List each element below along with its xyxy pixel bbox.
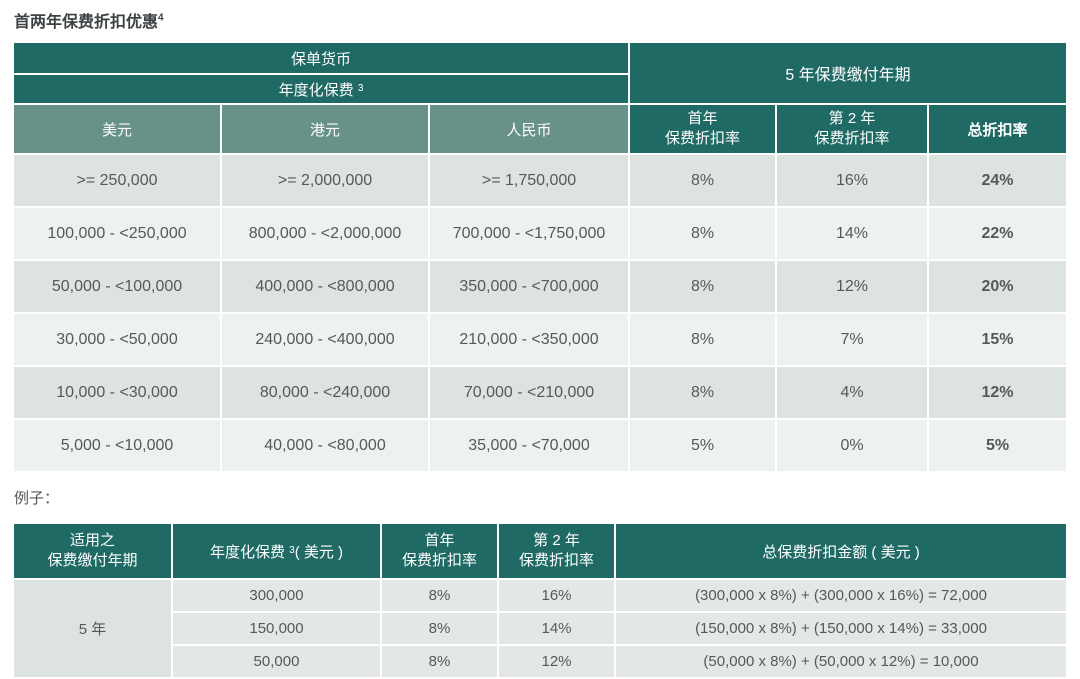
usd-range-cell: >= 250,000 bbox=[14, 155, 220, 206]
hkd-range-cell: 400,000 - <800,000 bbox=[222, 261, 428, 312]
usd-range-cell: 100,000 - <250,000 bbox=[14, 208, 220, 259]
rmb-range-cell: 700,000 - <1,750,000 bbox=[430, 208, 628, 259]
rmb-range-cell: 35,000 - <70,000 bbox=[430, 420, 628, 471]
example-label: 例子： bbox=[14, 490, 60, 507]
first-year-rate-cell: 8% bbox=[630, 261, 775, 312]
first-year-rate-header: 首年 保费折扣率 bbox=[630, 105, 775, 153]
example-term-header-line1: 适用之 bbox=[69, 532, 115, 549]
total-rate-cell: 24% bbox=[929, 155, 1066, 206]
total-rate-cell: 5% bbox=[929, 420, 1066, 471]
rmb-range-cell: 70,000 - <210,000 bbox=[430, 367, 628, 418]
hkd-range-cell: 240,000 - <400,000 bbox=[222, 314, 428, 365]
term-cell: 5 年 bbox=[14, 580, 171, 677]
first-year-rate-cell: 8% bbox=[630, 367, 775, 418]
page-title-text: 首两年保费折扣优惠 bbox=[14, 14, 159, 31]
second-year-rate-cell: 4% bbox=[777, 367, 927, 418]
first-year-rate-cell: 8% bbox=[630, 314, 775, 365]
hkd-range-cell: >= 2,000,000 bbox=[222, 155, 428, 206]
example-total-amount-header: 总保费折扣金额 ( 美元 ) bbox=[616, 524, 1066, 578]
total-rate-header: 总折扣率 bbox=[929, 105, 1066, 153]
example-first-year-header-line1: 首年 bbox=[424, 532, 455, 549]
example-first-year-rate-header: 首年 保费折扣率 bbox=[382, 524, 497, 578]
second-year-rate-cell: 7% bbox=[777, 314, 927, 365]
first-year-rate-header-line2: 保费折扣率 bbox=[664, 130, 740, 147]
usd-range-cell: 5,000 - <10,000 bbox=[14, 420, 220, 471]
premium-cell: 150,000 bbox=[173, 613, 380, 644]
example-table: 适用之保费缴付年期 年度化保费 3( 美元 ) 首年保费折扣率 第 2 年保费折… bbox=[14, 524, 1066, 677]
example-premium-currency-suffix: ( 美元 ) bbox=[294, 543, 344, 561]
annualized-premium-label: 年度化保费 bbox=[278, 81, 354, 99]
rmb-range-cell: 210,000 - <350,000 bbox=[430, 314, 628, 365]
currency-usd-header: 美元 bbox=[14, 105, 220, 153]
total-rate-cell: 20% bbox=[929, 261, 1066, 312]
second-year-rate-cell: 14% bbox=[499, 613, 614, 644]
second-year-rate-cell: 16% bbox=[499, 580, 614, 611]
second-year-rate-header: 第 2 年保费折扣率 bbox=[777, 105, 927, 153]
example-second-year-header-line1: 第 2 年 bbox=[533, 532, 580, 549]
title-footnote-superscript: 4 bbox=[158, 12, 164, 24]
example-term-header-line2: 保费缴付年期 bbox=[47, 552, 138, 569]
example-second-year-header-line2: 保费折扣率 bbox=[518, 552, 594, 569]
example-second-year-rate-header: 第 2 年保费折扣率 bbox=[499, 524, 614, 578]
rmb-range-cell: >= 1,750,000 bbox=[430, 155, 628, 206]
second-year-rate-cell: 12% bbox=[777, 261, 927, 312]
formula-cell: (50,000 x 8%) + (50,000 x 12%) = 10,000 bbox=[616, 646, 1066, 677]
example-premium-header: 年度化保费 3( 美元 ) bbox=[173, 524, 380, 578]
first-year-rate-cell: 8% bbox=[382, 646, 497, 677]
policy-currency-header: 保单货币 bbox=[14, 43, 628, 73]
usd-range-cell: 10,000 - <30,000 bbox=[14, 367, 220, 418]
second-year-rate-cell: 16% bbox=[777, 155, 927, 206]
total-rate-cell: 22% bbox=[929, 208, 1066, 259]
usd-range-cell: 30,000 - <50,000 bbox=[14, 314, 220, 365]
example-first-year-header-line2: 保费折扣率 bbox=[401, 552, 477, 569]
second-year-rate-header-line1: 第 2 年 bbox=[828, 110, 876, 127]
hkd-range-cell: 40,000 - <80,000 bbox=[222, 420, 428, 471]
premium-discount-table: 保单货币 5 年保费缴付年期 年度化保费 3 美元 港元 人民币 首年保费折扣率… bbox=[14, 43, 1066, 471]
second-year-rate-cell: 14% bbox=[777, 208, 927, 259]
rmb-range-cell: 350,000 - <700,000 bbox=[430, 261, 628, 312]
page-title: 首两年保费折扣优惠4 bbox=[14, 8, 164, 32]
second-year-rate-cell: 0% bbox=[777, 420, 927, 471]
total-rate-cell: 15% bbox=[929, 314, 1066, 365]
example-premium-label: 年度化保费 bbox=[209, 543, 285, 561]
total-rate-cell: 12% bbox=[929, 367, 1066, 418]
formula-cell: (300,000 x 8%) + (300,000 x 16%) = 72,00… bbox=[616, 580, 1066, 611]
first-year-rate-cell: 5% bbox=[630, 420, 775, 471]
formula-cell: (150,000 x 8%) + (150,000 x 14%) = 33,00… bbox=[616, 613, 1066, 644]
first-year-rate-cell: 8% bbox=[630, 155, 775, 206]
first-year-rate-cell: 8% bbox=[382, 613, 497, 644]
first-year-rate-cell: 8% bbox=[630, 208, 775, 259]
first-year-rate-cell: 8% bbox=[382, 580, 497, 611]
second-year-rate-header-line2: 保费折扣率 bbox=[814, 130, 890, 147]
payment-term-header: 5 年保费缴付年期 bbox=[630, 43, 1066, 103]
annualized-premium-header: 年度化保费 3 bbox=[14, 75, 628, 103]
currency-hkd-header: 港元 bbox=[222, 105, 428, 153]
usd-range-cell: 50,000 - <100,000 bbox=[14, 261, 220, 312]
hkd-range-cell: 800,000 - <2,000,000 bbox=[222, 208, 428, 259]
first-year-rate-header-line1: 首年 bbox=[687, 110, 718, 127]
premium-cell: 50,000 bbox=[173, 646, 380, 677]
second-year-rate-cell: 12% bbox=[499, 646, 614, 677]
currency-rmb-header: 人民币 bbox=[430, 105, 628, 153]
example-term-header: 适用之 保费缴付年期 bbox=[14, 524, 171, 578]
premium-cell: 300,000 bbox=[173, 580, 380, 611]
hkd-range-cell: 80,000 - <240,000 bbox=[222, 367, 428, 418]
